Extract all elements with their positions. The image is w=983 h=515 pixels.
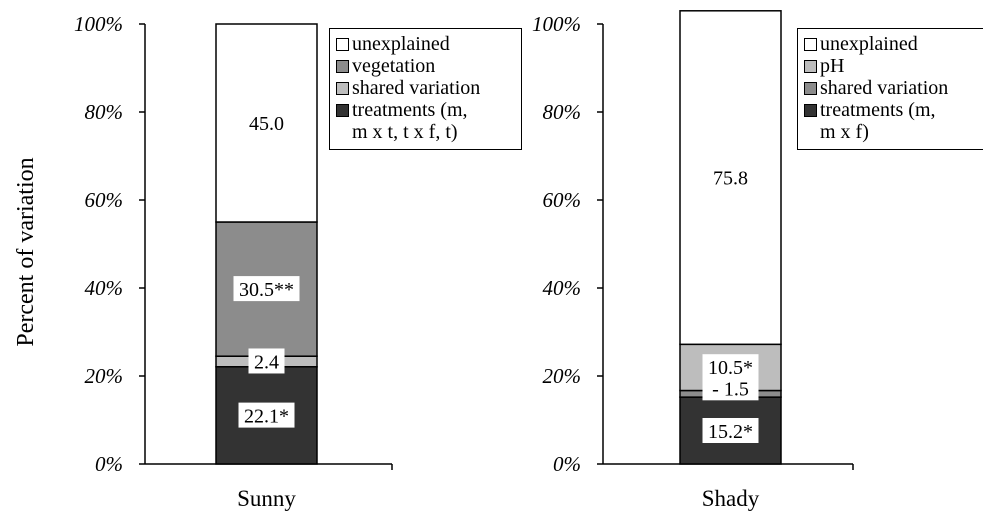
legend-item: vegetation — [336, 55, 515, 77]
data-label-box — [248, 348, 285, 374]
y-tick-label: 80% — [85, 100, 124, 124]
legend-swatch — [804, 38, 817, 51]
legend-item: pH — [804, 55, 980, 77]
legend-item: treatments (m, m x f) — [804, 99, 980, 143]
y-tick-label: 60% — [85, 188, 124, 212]
legend-swatch — [804, 60, 817, 73]
data-label: 45.0 — [249, 113, 284, 135]
y-axis-label: Percent of variation — [13, 157, 39, 346]
legend-item: treatments (m, m x t, t x f, t) — [336, 99, 515, 143]
legend-label: shared variation — [820, 77, 949, 99]
legend-label: treatments (m, m x t, t x f, t) — [352, 99, 468, 143]
data-label: 75.8 — [713, 168, 748, 190]
legend-item: shared variation — [336, 77, 515, 99]
legend-swatch — [336, 60, 349, 73]
y-tick-label: 20% — [85, 364, 124, 388]
legend-swatch — [336, 82, 349, 95]
legend-swatch — [804, 82, 817, 95]
data-label-box — [702, 418, 759, 443]
y-tick-label: 0% — [553, 452, 581, 476]
category-label: Sunny — [237, 486, 296, 511]
legend-label: treatments (m, m x f) — [820, 99, 936, 143]
data-label: 22.1* — [244, 406, 289, 428]
legend-label: shared variation — [352, 77, 481, 99]
data-label-box — [702, 375, 759, 401]
data-label-box — [233, 276, 300, 302]
data-label: 10.5* — [708, 357, 753, 379]
legend-item: unexplained — [336, 33, 515, 55]
y-tick-label: 40% — [85, 276, 124, 300]
legend-swatch — [336, 104, 349, 117]
data-label: 15.2* — [708, 421, 753, 443]
y-tick-label: 60% — [543, 188, 582, 212]
legend-item: unexplained — [804, 33, 980, 55]
y-tick-label: 80% — [543, 100, 582, 124]
data-label-box — [238, 402, 295, 428]
y-tick-label: 100% — [532, 12, 581, 36]
legend: unexplained vegetation shared variation tre… — [329, 28, 522, 150]
legend-item: shared variation — [804, 77, 980, 99]
category-label: Shady — [702, 486, 760, 511]
legend-swatch — [804, 104, 817, 117]
legend-label: unexplained — [352, 33, 450, 55]
legend-label: unexplained — [820, 33, 918, 55]
legend: unexplained pH shared variation treatments … — [797, 28, 983, 150]
legend-label: vegetation — [352, 55, 436, 77]
y-tick-label: 40% — [543, 276, 582, 300]
legend-label: pH — [820, 55, 845, 77]
data-label: 30.5** — [239, 279, 294, 301]
data-label: 2.4 — [254, 351, 279, 373]
y-tick-label: 0% — [95, 452, 123, 476]
y-tick-label: 20% — [543, 364, 582, 388]
data-label-box — [702, 354, 759, 380]
data-label: - 1.5 — [712, 378, 749, 400]
legend-swatch — [336, 38, 349, 51]
bar-segment — [215, 23, 318, 223]
bar-segment — [679, 10, 782, 346]
y-tick-label: 100% — [74, 12, 123, 36]
